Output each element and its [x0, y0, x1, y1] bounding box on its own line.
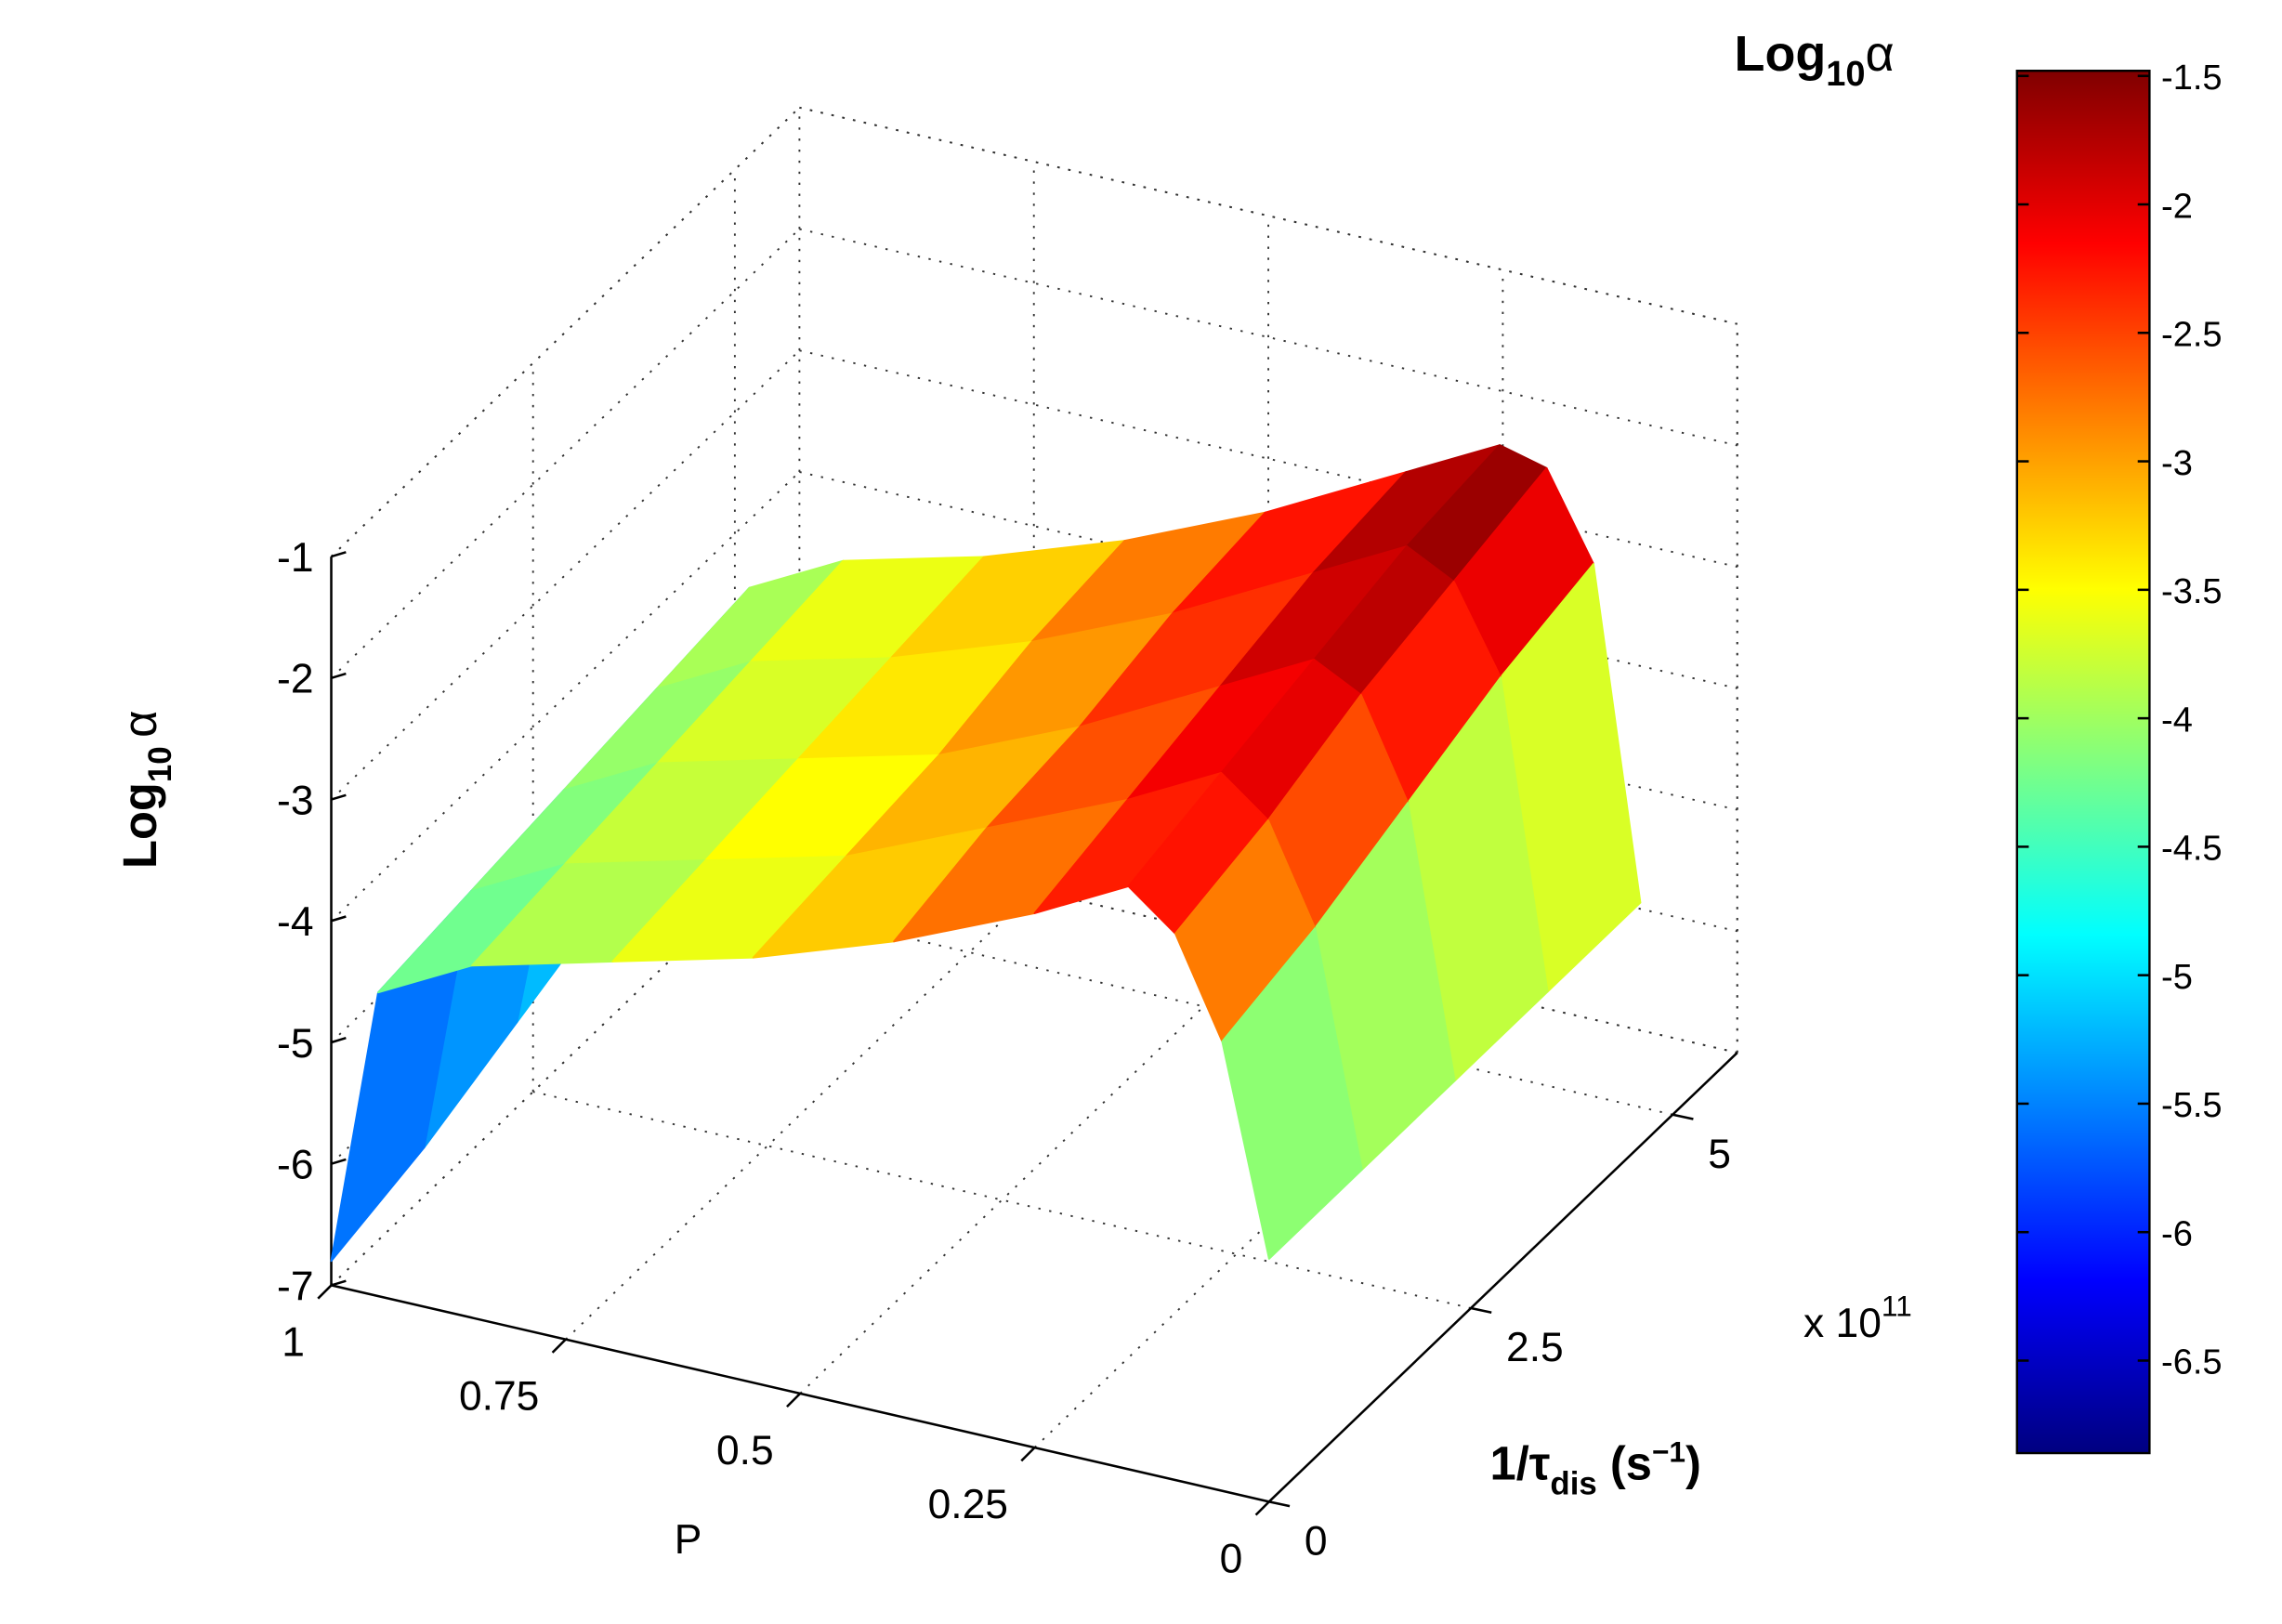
y-multiplier: x 1011 [1803, 1290, 1912, 1346]
y-label-unit: (s [1597, 1437, 1652, 1490]
x-tick [551, 1338, 567, 1354]
z-tick-label: -1 [277, 535, 313, 581]
x-tick [1020, 1447, 1036, 1462]
colorbar-title: Log10α [1735, 26, 1895, 94]
z-tick-label: -4 [277, 899, 313, 945]
y-tick-label: 0 [1305, 1518, 1328, 1564]
y-tick [1470, 1306, 1492, 1315]
x-tick-label: 0.75 [459, 1374, 539, 1420]
z-label-text: Log [113, 782, 166, 869]
grid-line [799, 943, 1269, 1395]
x-axis-label: P [675, 1517, 702, 1563]
z-tick [331, 793, 347, 801]
z-tick-label: -7 [277, 1264, 313, 1309]
y-tick [1672, 1113, 1694, 1120]
y-multiplier-sup: 11 [1882, 1290, 1912, 1323]
colorbar-tick-label: -3 [2161, 444, 2193, 483]
z-label-sub: 10 [142, 746, 178, 782]
z-tick [331, 1279, 347, 1287]
y-tick-label: 2.5 [1506, 1325, 1564, 1370]
axis-line [1267, 1052, 1738, 1503]
z-tick [331, 1037, 347, 1044]
colorbar-title-sub: 10 [1826, 55, 1865, 94]
axes-layer: -7 -6 -5 -4 -3 -2 -1 0 0.25 0.5 0.75 1 0 2.5 5 [277, 535, 1738, 1581]
z-tick [331, 915, 347, 923]
surface-cell [1221, 927, 1363, 1260]
y-label-sup: −1 [1652, 1435, 1685, 1469]
colorbar-title-symbol: α [1866, 26, 1895, 82]
colorbar-tick-label: -2.5 [2161, 316, 2223, 355]
box-edge [330, 107, 801, 557]
colorbar-scale [2015, 70, 2151, 1455]
colorbar-tick-label: -4.5 [2161, 830, 2223, 869]
x-tick-label: 0.25 [928, 1482, 1008, 1527]
colorbar-title-text: Log [1735, 26, 1827, 82]
colorbar-tick-label: -5.5 [2161, 1086, 2223, 1125]
x-tick [317, 1284, 333, 1300]
z-label-symbol: α [113, 711, 166, 738]
z-tick [331, 672, 347, 680]
y-tick [1268, 1500, 1291, 1508]
surface [330, 444, 1642, 1263]
x-tick-label: 0 [1220, 1536, 1243, 1581]
colorbar-tick-label: -5 [2161, 958, 2193, 997]
y-tick-label: 5 [1708, 1132, 1731, 1177]
colorbar-tick-label: -3.5 [2161, 572, 2223, 611]
y-label-close: ) [1685, 1437, 1701, 1490]
colorbar-tick-label: -4 [2161, 701, 2193, 740]
y-multiplier-text: x 10 [1803, 1301, 1882, 1346]
z-tick-label: -2 [277, 657, 313, 702]
colorbar-tick-label: -6.5 [2161, 1343, 2223, 1382]
colorbar: -6.5 -6 -5.5 -5 -4.5 -4 -3.5 -3 -2.5 -2 -1.5 [2015, 59, 2223, 1455]
x-tick [1254, 1500, 1270, 1516]
x-tick [786, 1392, 802, 1408]
z-axis-label: Log10 α [113, 711, 178, 869]
y-label-sub: dis [1550, 1465, 1596, 1501]
x-tick-label: 1 [282, 1319, 305, 1365]
z-tick-label: -6 [277, 1143, 313, 1188]
z-tick-label: -3 [277, 778, 313, 823]
y-axis-label: 1/τdis (s−1) [1490, 1435, 1701, 1502]
y-label-text: 1/τ [1490, 1437, 1551, 1490]
colorbar-tick-label: -2 [2161, 187, 2193, 226]
z-tick-label: -5 [277, 1021, 313, 1067]
z-tick [331, 1158, 347, 1165]
colorbar-tick-label: -6 [2161, 1214, 2193, 1253]
colorbar-tick-label: -1.5 [2161, 59, 2223, 98]
z-tick [331, 551, 347, 558]
x-tick-label: 0.5 [716, 1428, 774, 1473]
grid-line [330, 107, 801, 557]
